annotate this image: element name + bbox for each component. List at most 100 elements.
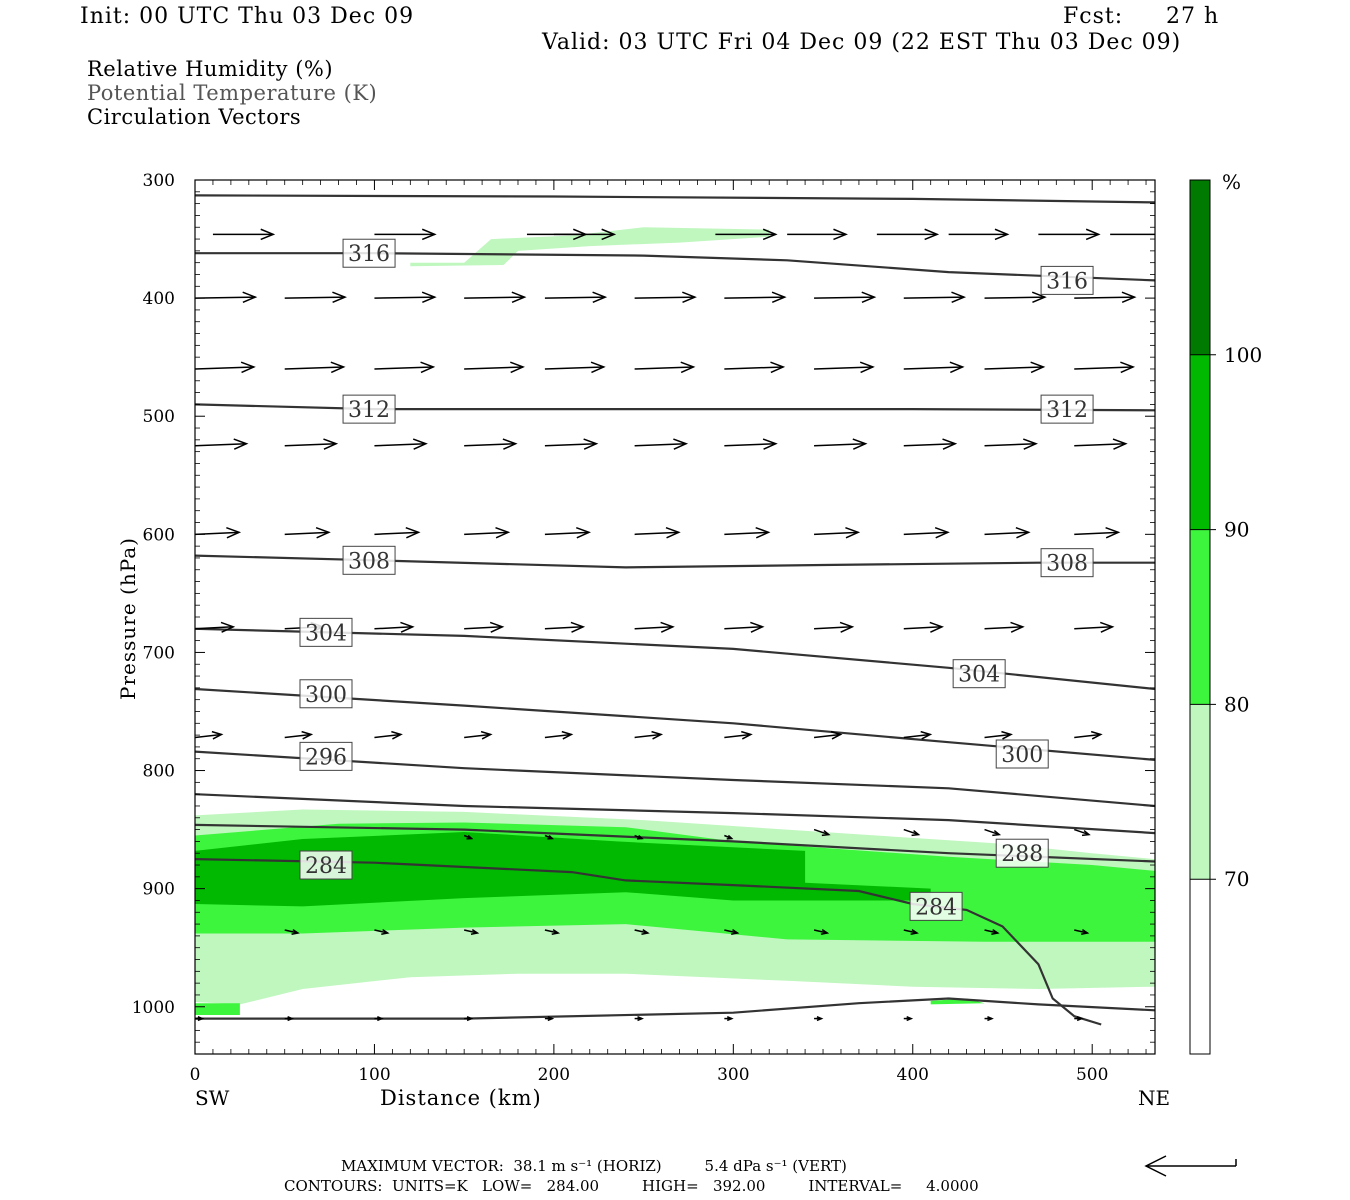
theta-contour-308 [195, 554, 1155, 569]
vector-shaft [284, 366, 344, 370]
vector-arrow [787, 228, 848, 241]
vector-arrow [464, 526, 511, 539]
vector-head [920, 730, 933, 740]
vector-shaft [464, 442, 516, 447]
vector-arrow [903, 526, 950, 539]
vector-head [547, 1016, 555, 1022]
vector-shaft [1074, 296, 1135, 299]
vector-arrow [903, 828, 921, 837]
colorbar-band-below [1190, 879, 1210, 1054]
vector-shaft [634, 626, 673, 630]
vector-arrow [464, 621, 505, 633]
contour-label-text: 308 [348, 549, 390, 574]
reference-vector-arrow [1144, 1155, 1237, 1177]
contour-label-316: 316 [342, 238, 396, 268]
vector-arrow [1074, 828, 1091, 837]
vector-head [377, 1016, 384, 1022]
contour-label-text: 316 [348, 242, 390, 267]
legend-relative-humidity: Relative Humidity (%) [87, 57, 334, 81]
vector-arrow [984, 438, 1038, 450]
vector-shaft [724, 442, 776, 447]
vector-arrow [814, 291, 877, 304]
theta-contour-316 [195, 252, 1155, 282]
forecast-label: Fcst: [1063, 4, 1124, 29]
vector-arrow [634, 621, 675, 633]
vector-arrow [544, 621, 586, 633]
contour-label-312: 312 [1040, 394, 1094, 424]
vector-shaft [984, 828, 1000, 836]
vector-head [301, 730, 314, 740]
vector-arrow [464, 730, 493, 740]
vector-shaft [284, 442, 337, 447]
vector-arrow [903, 1016, 914, 1022]
vector-arrow [544, 730, 574, 740]
contour-label-text: 300 [1001, 743, 1043, 768]
vector-head [682, 291, 697, 304]
vector-arrow [903, 291, 967, 304]
vector-head [770, 361, 786, 374]
contour-label-box [299, 741, 353, 771]
vector-shaft [814, 626, 853, 630]
contour-label-box [952, 659, 1006, 689]
vector-arrow [634, 834, 644, 840]
vector-head [992, 830, 1002, 837]
vector-arrow [374, 438, 428, 450]
vector-shaft [634, 296, 695, 299]
vector-head [1085, 228, 1101, 241]
vector-shaft [984, 296, 1045, 299]
vector-arrow [813, 828, 831, 837]
vector-shaft [284, 929, 299, 934]
contour-label-text: 296 [305, 745, 347, 770]
vector-head [1031, 291, 1047, 304]
vector-head [590, 361, 606, 374]
vector-arrow [374, 1016, 384, 1022]
contour-label-box [299, 850, 353, 880]
vector-arrow [634, 361, 696, 374]
vector-shaft [374, 626, 413, 630]
max-vector-note: MAXIMUM VECTOR: 38.1 m s⁻¹ (HORIZ) 5.4 d… [341, 1157, 847, 1175]
vector-head [315, 526, 331, 539]
y-axis-title: Pressure (hPa) [116, 537, 140, 700]
y-tick-label: 900 [143, 880, 175, 900]
vector-head [820, 928, 830, 936]
contour-label-text: 312 [348, 398, 390, 423]
vector-head [197, 1016, 205, 1022]
vector-head [1001, 730, 1013, 740]
theta-contour-296 [195, 750, 1155, 808]
vector-shaft [464, 531, 509, 536]
vector-arrow [724, 526, 771, 539]
vector-shaft [724, 929, 738, 934]
vector-head [466, 1016, 474, 1022]
vector-arrow [544, 834, 555, 840]
vector-head [651, 730, 664, 740]
contour-label-316: 316 [1040, 265, 1094, 295]
y-tick-label: 500 [143, 407, 175, 427]
vector-arrow [284, 1016, 295, 1022]
vector-head [830, 730, 843, 740]
vector-arrow [984, 828, 1002, 837]
vector-arrow [634, 730, 664, 740]
vector-arrow [724, 361, 786, 374]
vector-arrow [903, 621, 944, 633]
vector-arrow [284, 526, 331, 539]
vector-arrow [374, 291, 437, 304]
x-tick-label: 300 [717, 1065, 749, 1085]
vector-head [1090, 730, 1103, 740]
vector-shaft [634, 366, 694, 370]
x-tick-label: 200 [538, 1065, 570, 1085]
vector-shaft [984, 929, 998, 934]
vector-head [821, 830, 831, 837]
vector-shaft [634, 929, 649, 934]
vector-head [570, 621, 586, 633]
vector-shaft [813, 828, 830, 836]
vector-head [1112, 438, 1128, 450]
vector-arrow [544, 361, 606, 374]
vector-arrow [1074, 730, 1103, 740]
vector-shaft [544, 531, 590, 536]
contour-label-text: 300 [305, 683, 347, 708]
vector-head [641, 928, 650, 936]
vector-shaft [464, 733, 491, 739]
vector-shaft [984, 442, 1037, 447]
contour-label-300: 300 [299, 679, 353, 709]
rh-region-80 [195, 1003, 240, 1015]
